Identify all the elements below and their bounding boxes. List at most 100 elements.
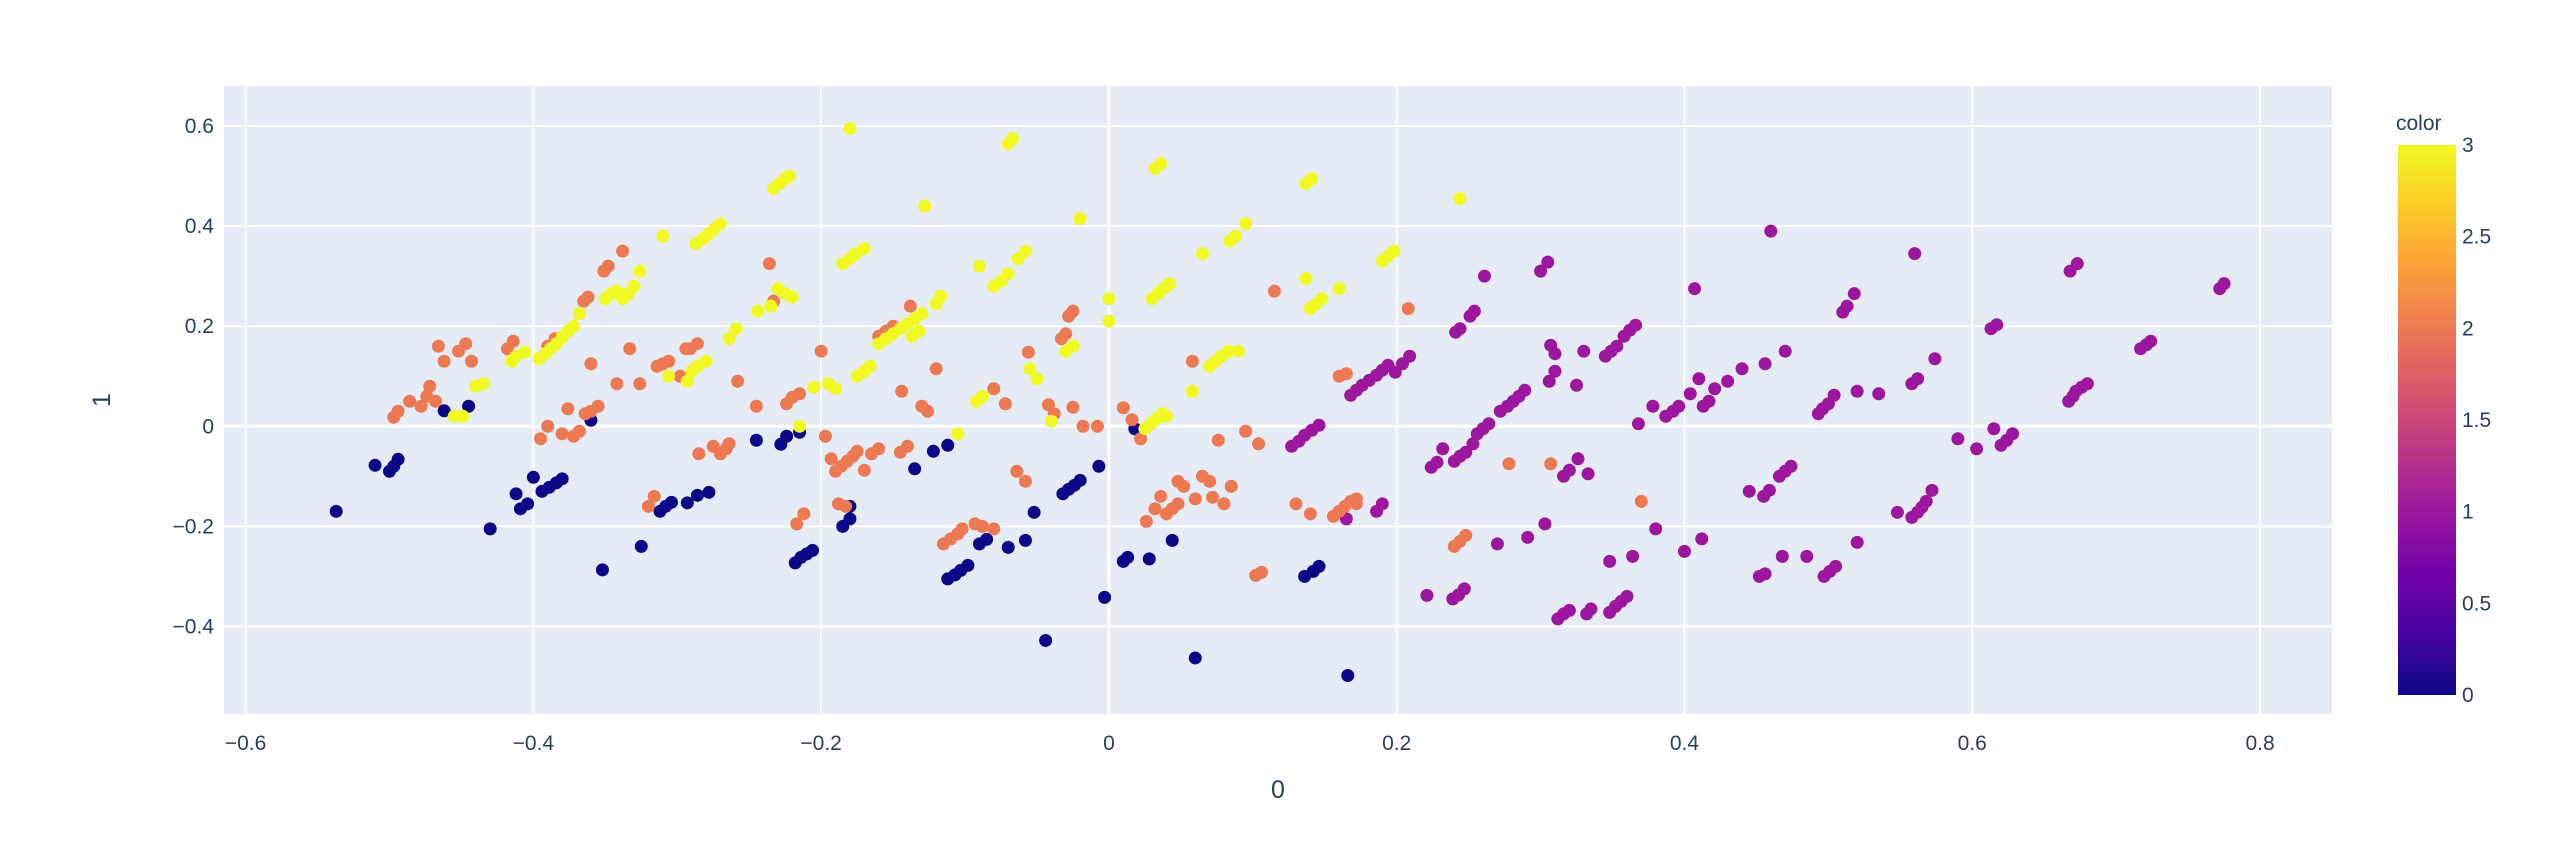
data-point <box>1185 384 1199 398</box>
data-point <box>403 394 417 408</box>
data-point <box>1482 417 1496 431</box>
y-axis-ticks: −0.4 −0.2 0 0.2 0.4 0.6 <box>173 115 215 638</box>
data-point <box>1762 483 1776 497</box>
data-point <box>456 409 470 423</box>
data-point <box>951 427 965 441</box>
data-point <box>1646 399 1660 413</box>
data-point <box>806 543 820 557</box>
y-tick-label: 0.6 <box>185 115 214 138</box>
data-point <box>903 299 917 313</box>
data-point <box>818 429 832 443</box>
data-point <box>662 354 676 368</box>
data-point <box>1683 387 1697 401</box>
data-point <box>1735 362 1749 376</box>
data-point <box>1603 554 1617 568</box>
data-point <box>1006 132 1020 146</box>
data-point <box>437 404 451 418</box>
data-point <box>699 354 713 368</box>
data-point <box>1649 522 1663 536</box>
x-axis-title: 0 <box>1271 776 1285 804</box>
data-point <box>1162 277 1176 291</box>
data-point <box>1872 387 1886 401</box>
data-point <box>391 452 405 466</box>
data-point <box>1165 533 1179 547</box>
data-point <box>1092 459 1106 473</box>
data-point <box>1185 354 1199 368</box>
data-point <box>1098 590 1112 604</box>
data-point <box>1154 157 1168 171</box>
data-point <box>591 399 605 413</box>
data-point <box>526 470 540 484</box>
data-point <box>1231 344 1245 358</box>
data-point <box>1403 349 1417 363</box>
data-point <box>1677 544 1691 558</box>
data-point <box>662 369 676 383</box>
data-point <box>1850 384 1864 398</box>
data-point <box>918 199 932 213</box>
data-point <box>1076 419 1090 433</box>
data-point <box>1919 494 1933 508</box>
x-tick-label: −0.6 <box>225 732 266 755</box>
data-point <box>929 362 943 376</box>
data-point <box>1692 372 1706 386</box>
colorbar-ticks: 0 0.5 1 1.5 2 2.5 3 <box>2462 134 2491 707</box>
data-point <box>1459 445 1473 459</box>
data-point <box>572 424 586 438</box>
data-point <box>980 532 994 546</box>
data-point <box>762 257 776 271</box>
data-point <box>1584 602 1598 616</box>
data-point <box>895 384 909 398</box>
data-point <box>391 404 405 418</box>
data-point <box>785 290 799 304</box>
data-point <box>2217 277 2231 291</box>
data-point <box>1121 550 1135 564</box>
data-point <box>521 497 535 511</box>
data-point <box>1102 314 1116 328</box>
data-point <box>2006 427 2020 441</box>
data-point <box>857 463 871 477</box>
data-point <box>1332 282 1346 296</box>
data-point <box>987 382 1001 396</box>
data-point <box>1562 603 1576 617</box>
data-point <box>633 264 647 278</box>
data-point <box>633 377 647 391</box>
data-point <box>641 499 655 513</box>
data-point <box>1044 414 1058 428</box>
data-point <box>1518 383 1532 397</box>
data-point <box>1708 382 1722 396</box>
data-point <box>1203 474 1217 488</box>
data-point <box>534 432 548 446</box>
data-point <box>797 507 811 521</box>
data-point <box>1925 483 1939 497</box>
data-point <box>572 307 586 321</box>
data-point <box>1570 378 1584 392</box>
data-point <box>1453 192 1467 206</box>
data-point <box>749 399 763 413</box>
data-point <box>1721 374 1735 388</box>
data-point <box>793 419 807 433</box>
data-point <box>509 487 523 501</box>
x-tick-label: 0 <box>1103 732 1115 755</box>
data-point <box>1928 352 1942 366</box>
data-point <box>729 322 743 336</box>
y-tick-label: 0.4 <box>185 215 215 238</box>
data-point <box>1548 347 1562 361</box>
data-point <box>807 380 821 394</box>
data-point <box>595 563 609 577</box>
data-point <box>1339 367 1353 381</box>
x-tick-label: −0.2 <box>800 732 841 755</box>
data-point <box>1459 528 1473 542</box>
data-point <box>1177 479 1191 493</box>
data-point <box>1239 424 1253 438</box>
data-point <box>1764 224 1778 238</box>
data-point <box>1217 497 1231 511</box>
data-point <box>1018 244 1032 258</box>
data-point <box>1023 362 1037 376</box>
data-point <box>1620 589 1634 603</box>
data-point <box>975 389 989 403</box>
data-point <box>1850 535 1864 549</box>
y-tick-label: 0 <box>202 415 214 438</box>
colorbar-title: color <box>2396 112 2442 135</box>
data-point <box>713 217 727 231</box>
data-point <box>1695 532 1709 546</box>
